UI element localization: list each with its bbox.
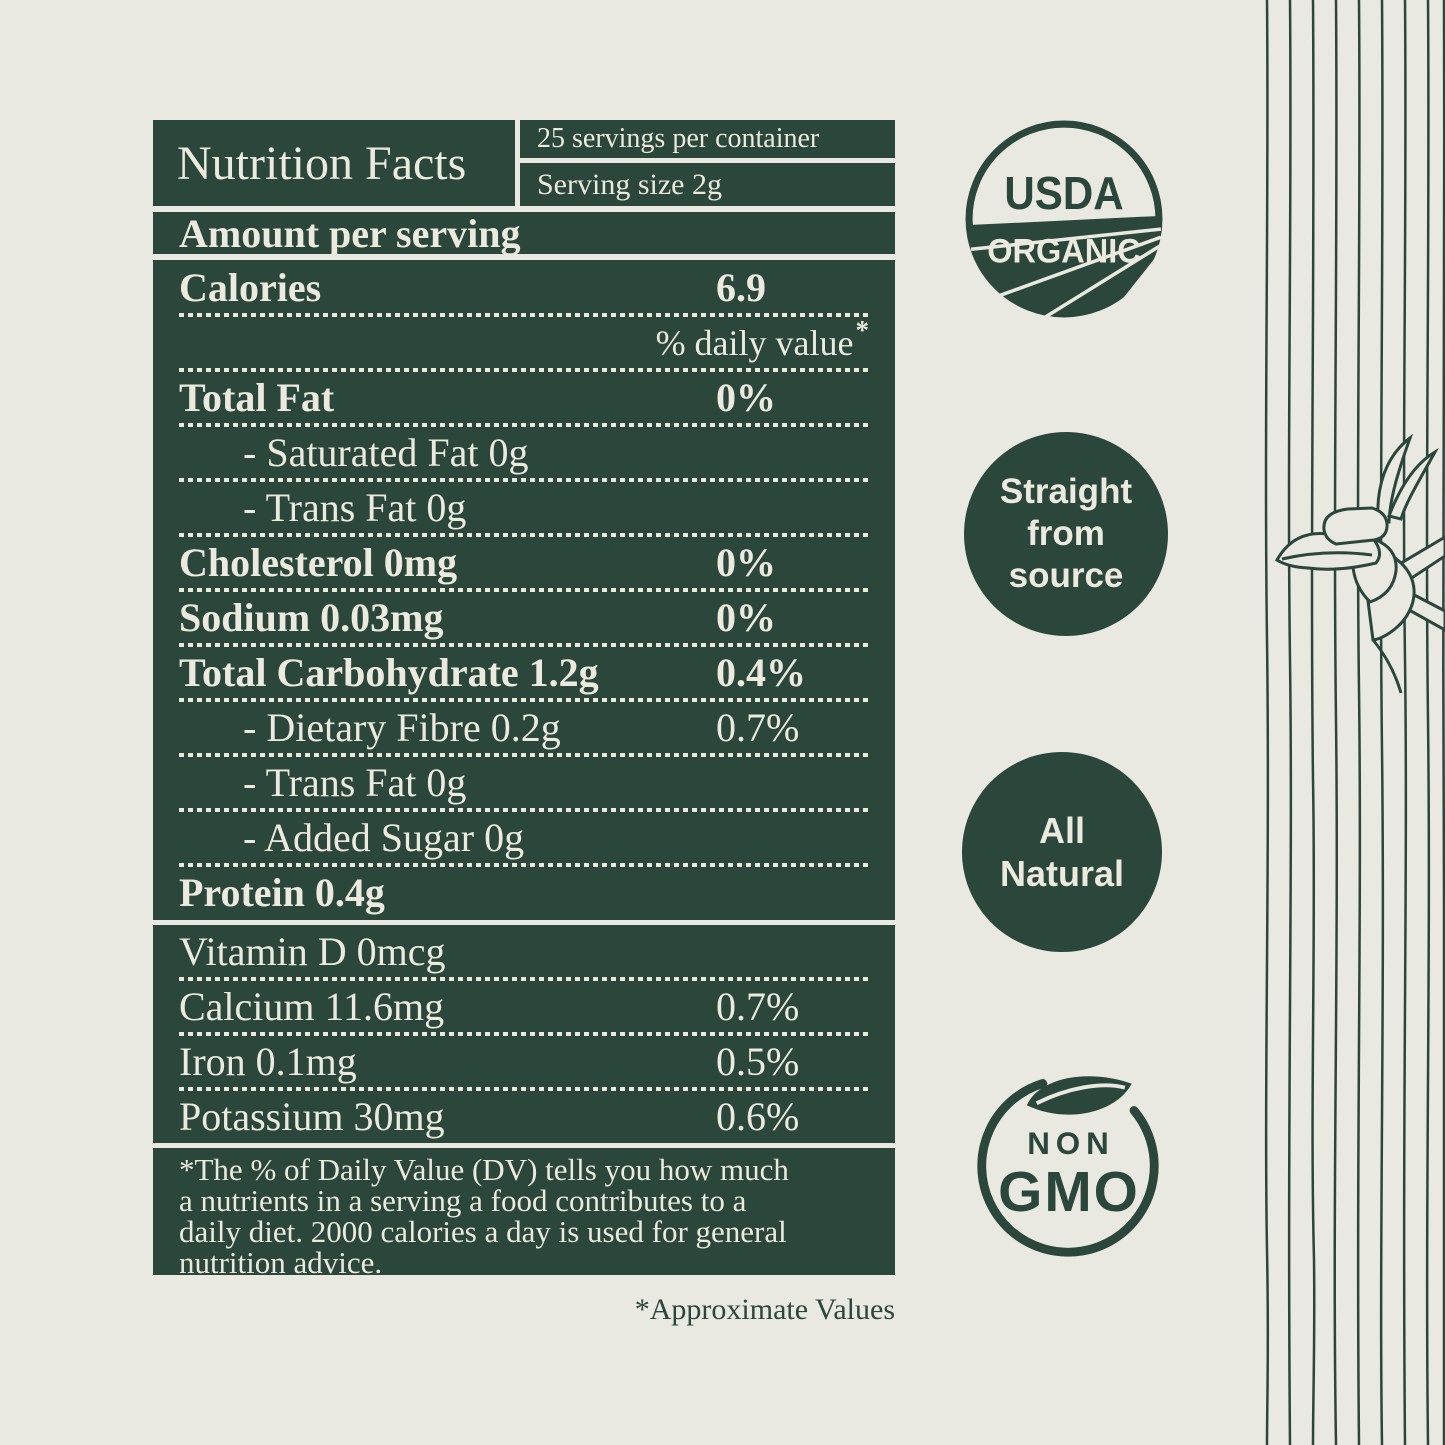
nutrition-row: Total Fat 0% [179, 372, 869, 423]
daily-value-header-row: % daily value * [179, 315, 870, 368]
nutrition-main-table: Calories 6.9 % daily value * Total Fat 0% -… [153, 260, 895, 920]
nutrient-label: - Added Sugar 0g [243, 815, 525, 860]
nutrition-row: Cholesterol 0mg 0% [179, 537, 869, 588]
dotted-divider [179, 643, 869, 647]
nutrient-label: Total Fat [179, 375, 335, 420]
bamboo-illustration [1264, 0, 1445, 1445]
dotted-divider [179, 533, 869, 537]
nutrient-value: 0.7% [716, 984, 800, 1029]
straight-from-source-badge: Straight from source [964, 432, 1168, 636]
nutrition-row: - Dietary Fibre 0.2g 0.7% [179, 702, 869, 753]
daily-value-footnote: *The % of Daily Value (DV) tells you how… [153, 1148, 895, 1278]
nutrition-row: - Trans Fat 0g [179, 757, 869, 808]
nutrient-value: 0% [716, 375, 776, 420]
label-header: Nutrition Facts 25 servings per containe… [153, 120, 895, 206]
nutrition-row: Vitamin D 0mcg [179, 926, 869, 977]
daily-value-asterisk: * [855, 315, 870, 345]
bamboo-stalks [1264, 0, 1445, 1445]
badge-line: from [1027, 514, 1105, 553]
dotted-divider [179, 977, 869, 981]
calories-label: Calories [179, 265, 322, 310]
all-natural-badge: All Natural [962, 752, 1162, 952]
calories-row: Calories 6.9 [179, 262, 869, 313]
nutrient-label: Cholesterol 0mg [179, 540, 458, 585]
badge-line: source [1008, 556, 1124, 595]
dotted-divider [179, 863, 869, 867]
nutrient-label: Iron 0.1mg [179, 1039, 357, 1084]
nutrient-label: - Dietary Fibre 0.2g [243, 705, 561, 750]
daily-value-header: % daily value [655, 322, 854, 363]
mineral-rows: Vitamin D 0mcg Calcium 11.6mg 0.7% Iron 0.1… [179, 926, 869, 1142]
nutrient-label: Protein 0.4g [179, 870, 385, 915]
dotted-divider [179, 313, 869, 317]
nutrient-value: 0% [716, 595, 776, 640]
nutrition-row: Total Carbohydrate 1.2g 0.4% [179, 647, 869, 698]
dotted-divider [179, 478, 869, 482]
usda-text: USDA [1004, 167, 1123, 219]
leaf-vein [1035, 1083, 1126, 1106]
usda-furrow-lines [970, 227, 1163, 320]
dotted-divider [179, 808, 869, 812]
calories-value: 6.9 [716, 265, 766, 310]
hornbill-bird-illustration [1274, 433, 1445, 694]
nutrition-row: Iron 0.1mg 0.5% [179, 1036, 869, 1087]
nutrient-rows: Total Fat 0% - Saturated Fat 0g - Trans Fat… [179, 372, 869, 918]
nutrition-row: Calcium 11.6mg 0.7% [179, 981, 869, 1032]
dotted-divider [179, 588, 869, 592]
dotted-divider [179, 1087, 869, 1091]
serving-info-cell: 25 servings per container Serving size 2… [520, 120, 895, 206]
non-gmo-ring-arc [977, 1079, 1159, 1257]
minerals-table: Vitamin D 0mcg Calcium 11.6mg 0.7% Iron 0.1… [153, 925, 895, 1143]
nutrient-label: Sodium 0.03mg [179, 595, 444, 640]
nutrition-row: - Trans Fat 0g [179, 482, 869, 533]
badge-line: All [1038, 809, 1085, 851]
servings-per-container: 25 servings per container [520, 120, 895, 158]
nutrient-value: 0.4% [716, 650, 806, 695]
nutrient-label: Potassium 30mg [179, 1094, 445, 1139]
nutrition-row: Potassium 30mg 0.6% [179, 1091, 869, 1142]
nutrition-facts-title: Nutrition Facts [177, 136, 467, 190]
amount-per-serving-header: Amount per serving [153, 211, 895, 256]
dotted-divider [179, 698, 869, 702]
nutrient-label: - Trans Fat 0g [243, 485, 467, 530]
gmo-text: GMO [998, 1161, 1140, 1224]
nutrition-row: - Saturated Fat 0g [179, 427, 869, 478]
non-gmo-badge: NON GMO [970, 1068, 1166, 1264]
nutrient-value: 0.5% [716, 1039, 800, 1084]
nutrient-label: - Trans Fat 0g [243, 760, 467, 805]
dotted-divider [179, 368, 869, 372]
usda-organic-badge: USDA ORGANIC [963, 118, 1165, 320]
nutrition-row: Sodium 0.03mg 0% [179, 592, 869, 643]
nutrient-label: - Saturated Fat 0g [243, 430, 529, 475]
badge-line: Natural [999, 853, 1125, 894]
nutrient-value: 0% [716, 540, 776, 585]
non-text: NON [1027, 1126, 1114, 1161]
organic-text: ORGANIC [987, 232, 1141, 270]
dotted-divider [179, 1032, 869, 1036]
approximate-values-note: *Approximate Values [634, 1293, 895, 1326]
nutrition-row: - Added Sugar 0g [179, 812, 869, 863]
dotted-divider [179, 753, 869, 757]
nutrient-value: 0.7% [716, 705, 800, 750]
dotted-divider [179, 423, 869, 427]
nutrition-row: Protein 0.4g [179, 867, 869, 918]
nutrient-label: Calcium 11.6mg [179, 984, 445, 1029]
nutrition-facts-panel: Nutrition Facts 25 servings per containe… [153, 120, 895, 1327]
nutrient-label: Vitamin D 0mcg [179, 929, 446, 974]
nutrient-label: Total Carbohydrate 1.2g [179, 650, 599, 695]
nutrient-value: 0.6% [716, 1094, 800, 1139]
serving-size: Serving size 2g [520, 163, 895, 206]
title-cell: Nutrition Facts [153, 120, 515, 206]
badge-line: Straight [999, 472, 1133, 511]
